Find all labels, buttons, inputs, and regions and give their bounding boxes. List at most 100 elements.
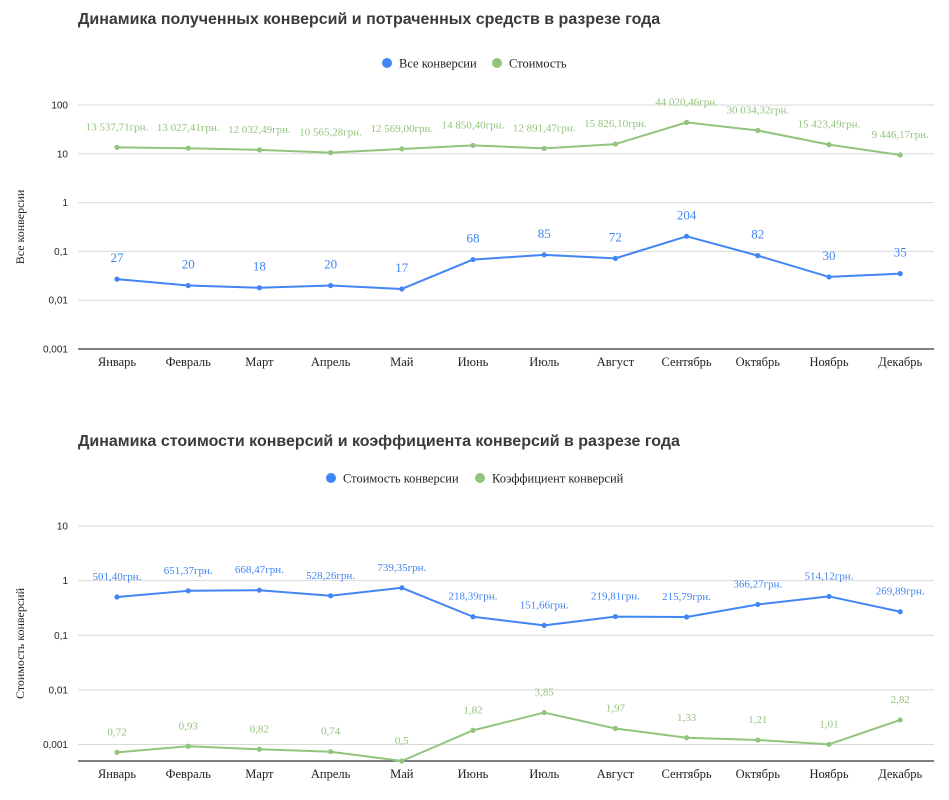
data-point[interactable] [470, 727, 476, 733]
data-point[interactable] [826, 593, 832, 600]
data-point[interactable] [897, 152, 903, 158]
x-tick-label: Август [597, 767, 635, 781]
data-point[interactable] [114, 749, 120, 755]
data-point[interactable] [612, 613, 619, 620]
data-label: 1,97 [606, 702, 626, 714]
data-point[interactable] [755, 737, 761, 743]
data-point[interactable] [256, 285, 262, 291]
x-tick-label: Июнь [458, 767, 489, 781]
data-point[interactable] [684, 735, 690, 741]
data-label: 44 020,46грн. [655, 96, 718, 108]
data-point[interactable] [541, 622, 547, 628]
data-label: 1,21 [748, 714, 767, 726]
data-label: 9 446,17грн. [872, 129, 929, 141]
data-point[interactable] [470, 142, 476, 149]
series-0: 501,40грн. 651,37грн. 668,47грн. 528,26грн.… [93, 562, 925, 628]
x-tick-label: Апрель [311, 355, 351, 369]
data-point[interactable] [684, 119, 690, 125]
legend-marker [326, 473, 336, 483]
data-point[interactable] [470, 256, 476, 263]
data-point[interactable] [826, 274, 832, 280]
data-point[interactable] [114, 144, 120, 150]
data-label: 0,93 [179, 720, 199, 732]
x-tick-label: Май [390, 355, 414, 369]
series-line [116, 711, 901, 762]
legend-item[interactable]: Все конверсии [382, 57, 477, 71]
data-point[interactable] [185, 282, 191, 289]
legend-marker [475, 473, 485, 483]
data-point[interactable] [399, 286, 405, 292]
data-point[interactable] [399, 585, 405, 591]
legend-item[interactable]: Стоимость [492, 57, 567, 71]
x-tick-label: Октябрь [736, 355, 781, 369]
data-point[interactable] [541, 709, 547, 716]
data-label: 12 032,49грн. [228, 124, 291, 136]
data-point[interactable] [826, 142, 832, 148]
data-label: 10 565,28грн. [299, 127, 362, 139]
data-label: 528,26грн. [306, 570, 355, 582]
data-point[interactable] [897, 717, 903, 723]
data-label: 215,79грн. [662, 591, 711, 603]
x-tick-label: Июль [529, 355, 559, 369]
data-point[interactable] [256, 147, 262, 153]
data-point[interactable] [755, 253, 761, 259]
data-label: 13 537,71грн. [86, 121, 149, 133]
legend-label: Стоимость [509, 57, 567, 71]
data-point[interactable] [755, 127, 761, 134]
data-point[interactable] [185, 743, 191, 749]
data-point[interactable] [328, 282, 334, 289]
data-point[interactable] [114, 594, 120, 600]
data-label: 15 423,49грн. [798, 119, 861, 131]
series-1: 0,72 0,93 0,82 0,74 0,5 1,82 3,85 1,97 1,33 1,21 1… [107, 687, 910, 764]
legend-item[interactable]: Коэффициент конверсий [475, 472, 624, 486]
data-point[interactable] [114, 276, 120, 282]
data-point[interactable] [612, 141, 619, 147]
data-point[interactable] [612, 725, 619, 732]
legend-item[interactable]: Стоимость конверсии [326, 472, 459, 486]
x-tick-label: Ноябрь [809, 355, 848, 369]
data-point[interactable] [541, 252, 547, 258]
x-tick-label: Декабрь [878, 767, 922, 781]
x-tick-label: Август [597, 355, 635, 369]
data-label: 0,5 [395, 735, 409, 747]
data-point[interactable] [399, 146, 405, 152]
data-point[interactable] [185, 588, 191, 594]
data-point[interactable] [684, 233, 690, 239]
series-0: 27 20 18 20 17 68 85 72 204 82 30 35 [111, 207, 907, 292]
data-point[interactable] [256, 587, 262, 593]
chart-title: Динамика полученных конверсий и потрачен… [78, 11, 661, 28]
series-line [116, 586, 901, 627]
data-point[interactable] [328, 749, 334, 755]
data-label: 0,74 [321, 726, 341, 738]
data-label: 85 [538, 226, 551, 241]
x-tick-label: Май [390, 767, 414, 781]
x-tick-label: Сентябрь [662, 355, 712, 369]
data-label: 269,89грн. [876, 586, 925, 598]
x-tick-label: Июль [529, 767, 559, 781]
data-point[interactable] [256, 746, 262, 752]
data-point[interactable] [826, 741, 832, 747]
y-tick-label: 0,1 [54, 631, 68, 642]
data-point[interactable] [470, 614, 476, 620]
data-label: 1,82 [463, 704, 482, 716]
y-axis-title: Все конверсии [13, 189, 27, 264]
x-tick-label: Апрель [311, 767, 351, 781]
data-point[interactable] [684, 614, 690, 620]
data-label: 82 [751, 227, 764, 242]
data-point[interactable] [328, 593, 334, 599]
x-tick-label: Февраль [166, 767, 211, 781]
data-label: 739,35грн. [377, 562, 426, 574]
data-label: 72 [609, 229, 622, 244]
data-point[interactable] [897, 609, 903, 615]
data-point[interactable] [612, 255, 619, 261]
data-point[interactable] [541, 145, 547, 152]
data-point[interactable] [755, 601, 761, 608]
data-label: 651,37грн. [164, 565, 213, 577]
data-point[interactable] [897, 271, 903, 277]
y-tick-label: 0,01 [49, 296, 69, 307]
y-tick-label: 1 [62, 198, 68, 209]
legend-label: Все конверсии [399, 57, 477, 71]
data-point[interactable] [185, 145, 191, 151]
data-point[interactable] [328, 150, 334, 156]
data-point[interactable] [399, 758, 405, 764]
